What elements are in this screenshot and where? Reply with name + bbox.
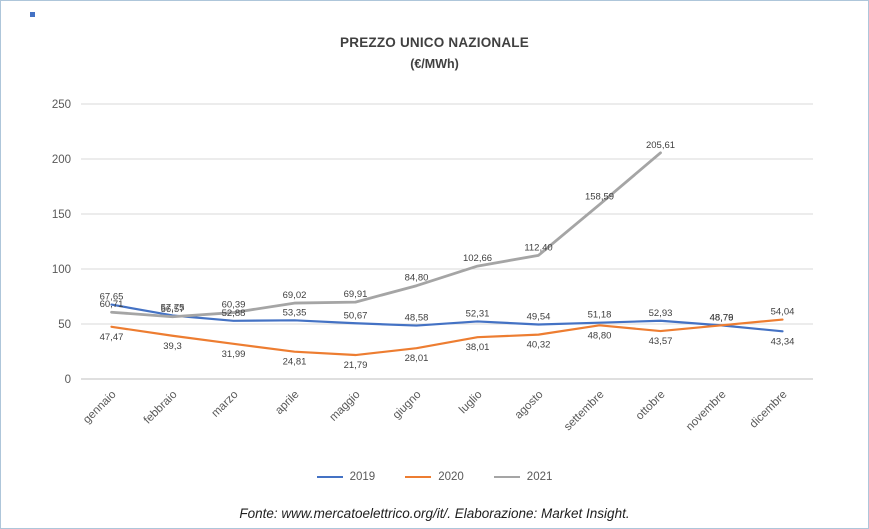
data-label-2019: 49,54	[527, 312, 551, 323]
x-tick-label: aprile	[273, 389, 301, 417]
chart-title: PREZZO UNICO NAZIONALE	[340, 35, 529, 50]
y-tick-label: 50	[58, 319, 71, 331]
data-label-2020: 54,04	[771, 307, 795, 318]
data-label-2020: 48,79	[710, 312, 734, 323]
data-label-2021: 60,71	[100, 299, 124, 310]
x-tick-label: luglio	[457, 389, 484, 416]
legend-item-2021: 2021	[493, 471, 553, 483]
data-label-2019: 52,88	[222, 308, 246, 319]
data-label-2021: 205,61	[646, 140, 675, 151]
data-label-2021: 69,91	[344, 289, 368, 300]
data-label-2019: 57,75	[161, 302, 185, 313]
legend-item-2019: 2019	[316, 471, 376, 483]
y-tick-label: 0	[65, 374, 71, 386]
series-line-2019	[110, 303, 784, 333]
data-label-2019: 50,67	[344, 310, 368, 321]
data-label-2021: 158,59	[585, 192, 614, 203]
x-tick-label: ottobre	[634, 389, 668, 423]
x-tick-label: agosto	[513, 389, 546, 422]
data-label-2019: 53,35	[283, 307, 307, 318]
data-label-2019: 48,76	[710, 312, 734, 323]
x-tick-label: febbraio	[142, 389, 180, 427]
legend-item-2020: 2020	[405, 471, 464, 483]
data-label-2021: 69,02	[283, 290, 307, 301]
artifact-dot	[30, 12, 35, 17]
x-tick-label: giugno	[391, 389, 424, 422]
data-label-2019: 51,18	[588, 310, 612, 321]
data-label-2020: 48,80	[588, 330, 612, 341]
x-tick-label: gennaio	[81, 389, 118, 426]
chart-legend: 2019 2020 2021	[1, 471, 868, 483]
data-label-2019: 52,93	[649, 308, 673, 319]
legend-swatch-2019	[316, 476, 343, 478]
data-label-2019: 43,34	[771, 336, 795, 347]
legend-swatch-2020	[405, 476, 432, 478]
data-label-2021: 56,57	[161, 304, 185, 315]
data-label-2020: 21,79	[344, 360, 368, 371]
x-tick-label: maggio	[327, 389, 362, 424]
source-footer: Fonte: www.mercatoelettrico.org/it/. Ela…	[239, 506, 630, 521]
legend-swatch-2021	[493, 476, 520, 478]
data-label-2020: 31,99	[222, 349, 246, 360]
data-label-2020: 28,01	[405, 353, 429, 364]
chart-subtitle: (€/MWh)	[410, 57, 459, 71]
x-tick-label: settembre	[562, 389, 607, 434]
series-line-2021	[110, 151, 662, 319]
legend-label-2021: 2021	[526, 471, 553, 483]
data-label-2021: 112,40	[524, 242, 552, 253]
y-tick-label: 100	[52, 264, 71, 276]
data-label-2020: 47,47	[100, 332, 124, 343]
data-label-2020: 38,01	[466, 342, 490, 353]
legend-label-2020: 2020	[438, 471, 464, 483]
data-label-2020: 43,57	[649, 336, 673, 347]
series-line-2020	[110, 318, 784, 357]
x-tick-label: dicembre	[748, 389, 790, 431]
data-label-2021: 60,39	[222, 300, 246, 311]
x-tick-label: novembre	[684, 389, 729, 434]
data-label-2020: 24,81	[283, 357, 307, 368]
data-label-2020: 40,32	[527, 340, 551, 351]
y-tick-label: 250	[52, 99, 71, 111]
data-label-2021: 84,80	[405, 273, 429, 284]
data-label-2021: 102,66	[463, 253, 492, 264]
legend-label-2019: 2019	[349, 471, 376, 483]
data-label-2019: 48,58	[405, 313, 429, 324]
data-label-2019: 67,65	[100, 292, 124, 303]
y-tick-label: 200	[52, 154, 71, 166]
data-label-2019: 52,31	[466, 308, 490, 319]
y-tick-label: 150	[52, 209, 71, 221]
data-label-2020: 39,3	[163, 341, 182, 352]
x-tick-label: marzo	[210, 389, 241, 420]
